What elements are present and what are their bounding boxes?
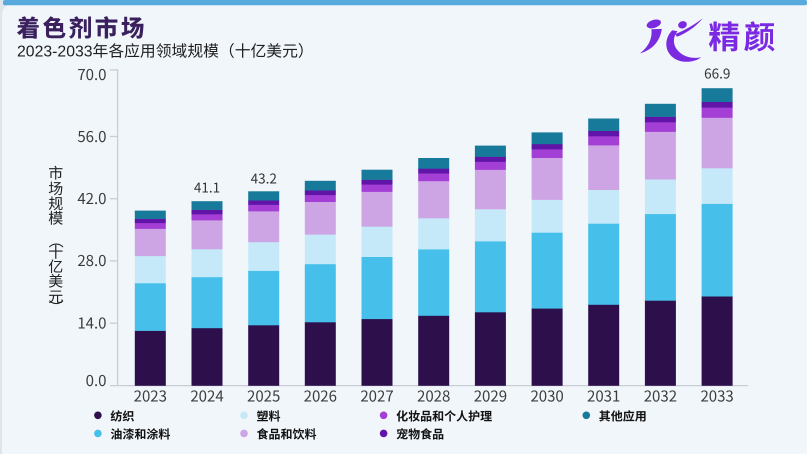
svg-text:0.0: 0.0	[86, 370, 107, 391]
svg-text:场: 场	[48, 178, 63, 199]
svg-text:模: 模	[48, 208, 63, 229]
svg-text:纺织: 纺织	[110, 407, 134, 424]
svg-text:着色剂市场: 着色剂市场	[17, 10, 148, 44]
svg-text:塑料: 塑料	[257, 407, 281, 424]
svg-text:化妆品和个人护理: 化妆品和个人护理	[396, 407, 492, 424]
svg-text:2029: 2029	[474, 386, 507, 407]
svg-text:41.1: 41.1	[194, 177, 220, 197]
svg-text:66.9: 66.9	[704, 63, 730, 83]
svg-text:2031: 2031	[587, 386, 620, 407]
svg-text:（: （	[45, 233, 66, 248]
svg-text:43.2: 43.2	[251, 168, 277, 188]
svg-text:）: ）	[45, 299, 66, 314]
svg-text:元: 元	[48, 286, 63, 307]
svg-text:2023: 2023	[134, 386, 167, 407]
svg-text:2026: 2026	[304, 386, 337, 407]
svg-text:十: 十	[48, 242, 63, 263]
svg-text:美: 美	[48, 270, 63, 291]
svg-text:亿: 亿	[48, 256, 63, 277]
svg-text:2027: 2027	[360, 386, 393, 407]
svg-text:14.0: 14.0	[77, 313, 106, 334]
svg-text:2030: 2030	[530, 386, 563, 407]
svg-text:42.0: 42.0	[77, 188, 106, 209]
svg-text:油漆和涂料: 油漆和涂料	[110, 425, 170, 442]
svg-text:2024: 2024	[190, 386, 223, 407]
svg-text:2033: 2033	[700, 386, 733, 407]
svg-text:2032: 2032	[644, 386, 677, 407]
svg-text:2023-2033年各应用领域规模（十亿美元）: 2023-2033年各应用领域规模（十亿美元）	[17, 39, 314, 62]
svg-text:规: 规	[48, 193, 63, 214]
svg-text:其他应用: 其他应用	[599, 407, 647, 424]
svg-text:70.0: 70.0	[77, 64, 106, 85]
svg-text:56.0: 56.0	[77, 126, 106, 147]
svg-text:市: 市	[48, 163, 63, 184]
svg-text:2028: 2028	[417, 386, 450, 407]
svg-text:食品和饮料: 食品和饮料	[257, 425, 317, 442]
svg-text:精颜: 精颜	[708, 13, 778, 59]
svg-text:28.0: 28.0	[77, 250, 106, 271]
svg-text:2025: 2025	[247, 386, 280, 407]
svg-text:宠物食品: 宠物食品	[396, 425, 444, 442]
